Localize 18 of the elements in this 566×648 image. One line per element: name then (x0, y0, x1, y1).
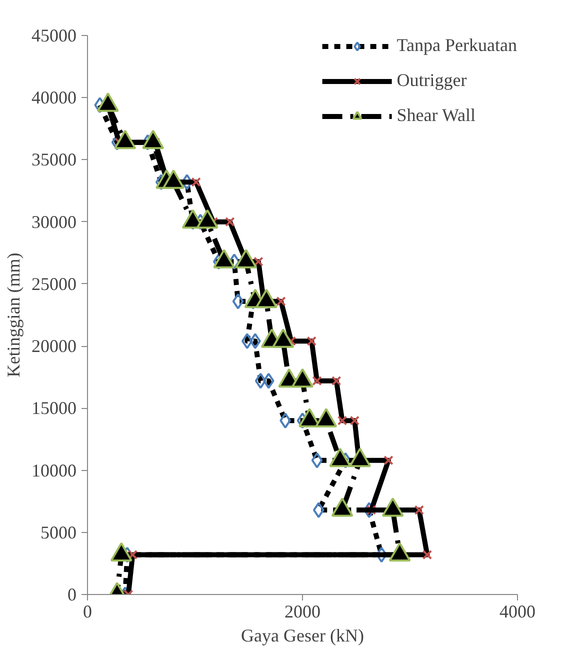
legend-label: Tanpa Perkuatan (396, 35, 517, 56)
y-axis-title: Ketinggian (mm) (4, 252, 24, 378)
y-tick-label: 35000 (32, 150, 76, 170)
x-tick-label: 0 (83, 602, 92, 622)
y-tick-label: 5000 (40, 522, 76, 542)
y-tick-label: 45000 (32, 26, 76, 46)
y-tick-label: 40000 (32, 88, 76, 108)
legend-label: Shear Wall (396, 105, 476, 126)
y-tick-label: 25000 (32, 274, 76, 294)
x-axis-title: Gaya Geser (kN) (241, 626, 364, 646)
legend-label: Outrigger (396, 70, 467, 91)
y-tick-label: 10000 (32, 460, 76, 480)
y-tick-label: 20000 (32, 336, 76, 356)
x-tick-label: 2000 (284, 602, 320, 622)
y-tick-label: 15000 (32, 398, 76, 418)
y-tick-label: 30000 (32, 212, 76, 232)
y-tick-label: 0 (68, 584, 76, 604)
x-tick-label: 4000 (500, 602, 536, 622)
